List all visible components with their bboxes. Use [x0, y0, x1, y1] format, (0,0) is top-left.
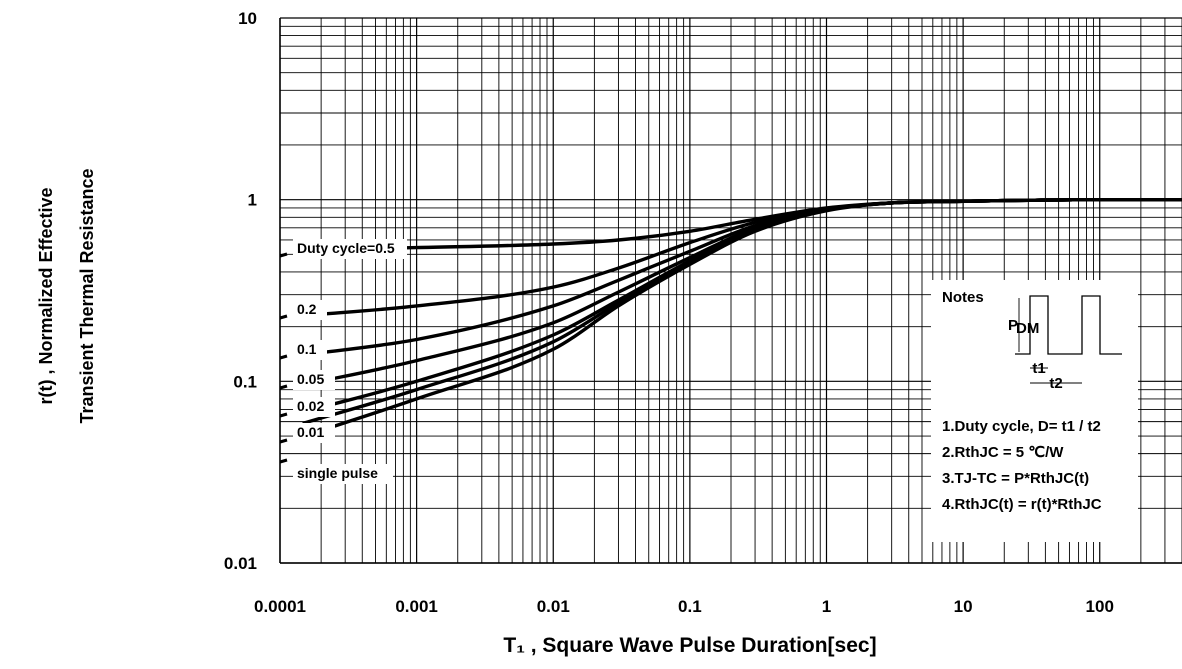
series-label-tick [279, 412, 288, 418]
x-tick-label: 0.1 [678, 597, 702, 616]
series-label: 0.02 [297, 398, 324, 414]
series-label-bg [293, 423, 335, 443]
x-tick-label: 1 [822, 597, 831, 616]
series-label-tick [279, 354, 288, 360]
series-label-tick [279, 314, 288, 320]
series-label-bg [293, 370, 335, 390]
x-tick-label: 10 [954, 597, 973, 616]
series-label: single pulse [297, 465, 378, 481]
y-tick-label: 10 [238, 9, 257, 28]
pdm-label: P [1008, 317, 1018, 334]
y-tick-label: 0.1 [233, 372, 257, 391]
series-label-bg [293, 340, 327, 360]
notes-background [931, 280, 1138, 542]
series-label-bg [293, 239, 407, 259]
x-tick-label: 0.001 [395, 597, 438, 616]
note-line: 1.Duty cycle, D= t1 / t2 [942, 418, 1101, 435]
pdm-subscript: DM [1016, 320, 1039, 337]
series-label: Duty cycle=0.5 [297, 240, 395, 256]
note-line: 3.TJ-TC = P*RthJC(t) [942, 470, 1089, 487]
series-label: 0.1 [297, 341, 317, 357]
y-axis-title-line2: Transient Thermal Resistance [77, 168, 97, 423]
x-tick-label: 0.0001 [254, 597, 306, 616]
t2-label: t2 [1049, 375, 1062, 392]
series-label: 0.05 [297, 371, 324, 387]
series-label-bg [293, 300, 327, 320]
series-label: 0.01 [297, 424, 324, 440]
y-tick-label: 1 [248, 191, 257, 210]
t1-label: t1 [1032, 360, 1045, 377]
notes-title: Notes [942, 289, 984, 306]
x-tick-label: 0.01 [537, 597, 570, 616]
x-tick-label: 100 [1086, 597, 1114, 616]
series-label-tick [279, 384, 288, 390]
series-lines [302, 197, 1182, 438]
axes: 0.0001 0.001 0.01 0.1 1 10 100 10 1 0.1 0.01 [224, 9, 1182, 616]
y-tick-label: 0.01 [224, 554, 257, 573]
series-label-bg [293, 397, 335, 417]
series-label-tick [279, 438, 288, 444]
series-label-tick [279, 252, 288, 258]
series-label: 0.2 [297, 301, 317, 317]
note-line: 2.RthJC = 5 ℃/W [942, 444, 1064, 461]
y-axis-title-line1: r(t) , Normalized Effective [36, 187, 56, 404]
pulse-waveform [1015, 295, 1122, 355]
x-axis-title: T₁ , Square Wave Pulse Duration[sec] [503, 634, 876, 657]
series-label-bg [293, 464, 393, 484]
series-label-tick [279, 458, 288, 464]
grid [279, 17, 1182, 564]
series-labels: Duty cycle=0.5 0.2 0.1 0.05 0.02 0.01 single p… [279, 239, 407, 484]
note-line: 4.RthJC(t) = r(t)*RthJC [942, 496, 1102, 513]
series-line [302, 197, 1182, 438]
